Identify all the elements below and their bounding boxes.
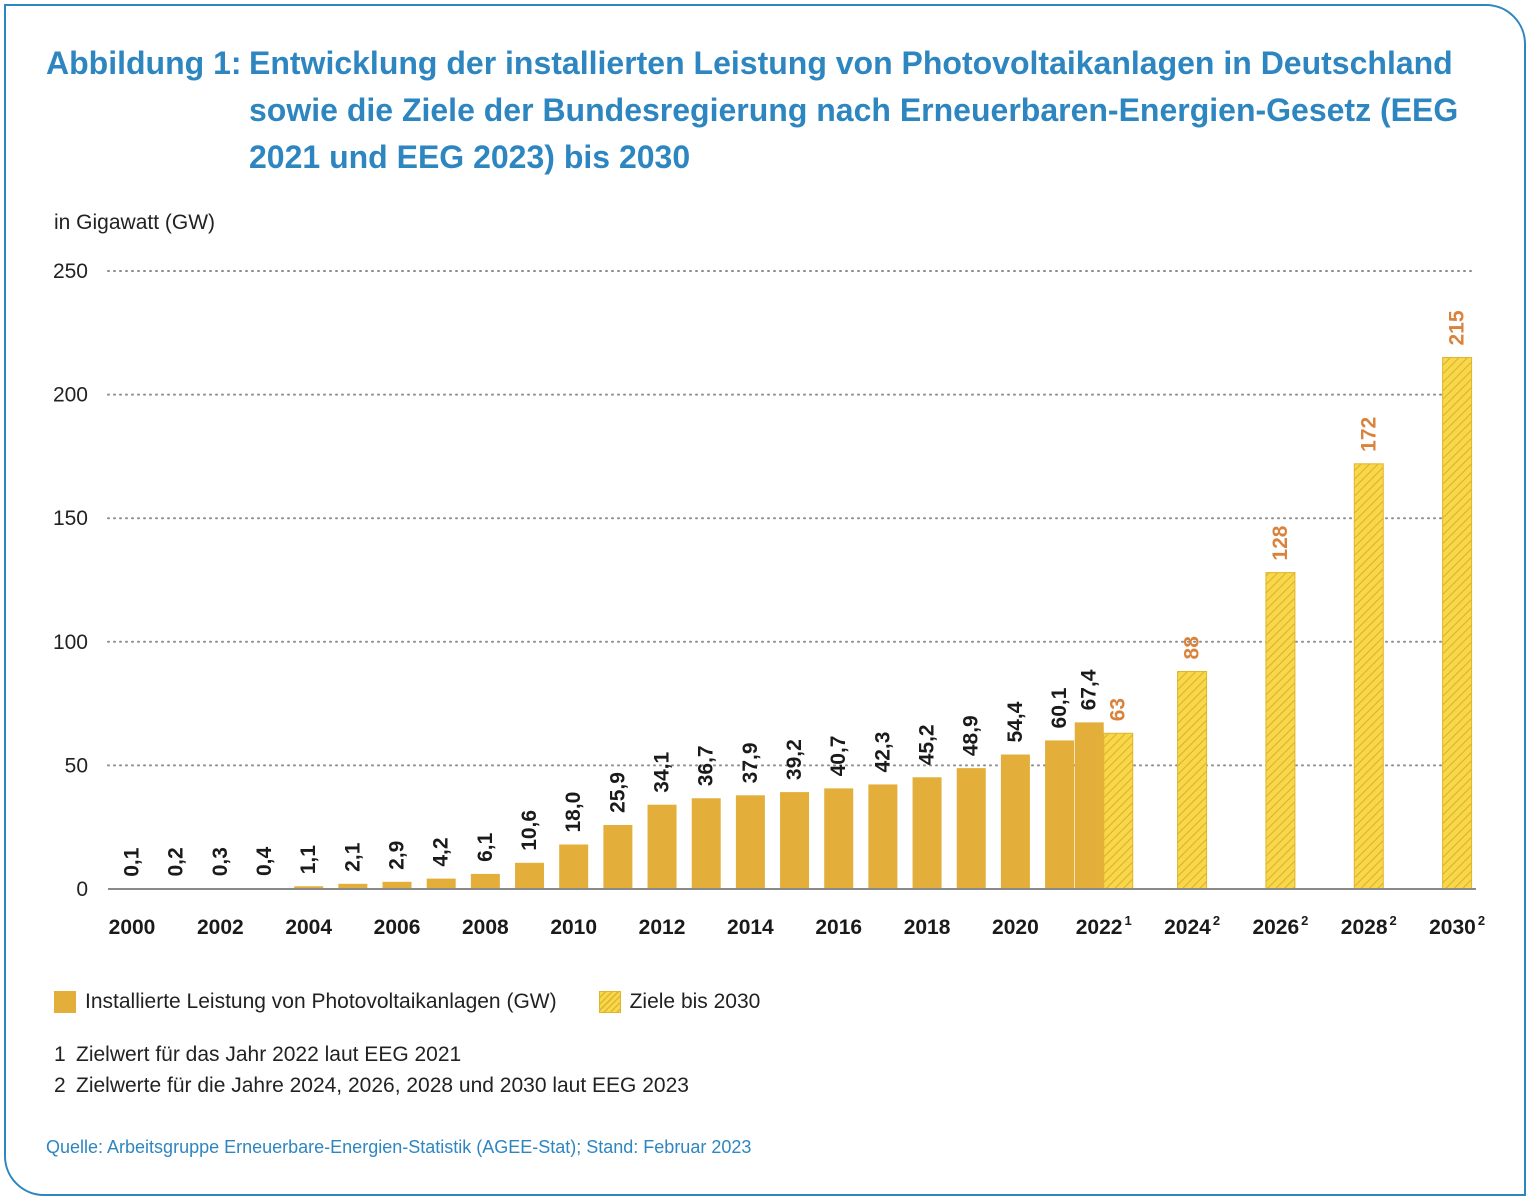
bar-installed	[647, 804, 677, 889]
bar-installed	[603, 824, 633, 889]
data-label-installed: 1,1	[297, 845, 320, 875]
footnote-1: 1 Zielwert für das Jahr 2022 laut EEG 202…	[54, 1039, 689, 1070]
data-label-installed: 67,4	[1078, 669, 1101, 710]
x-tick-label: 2004	[285, 916, 332, 939]
bar-installed	[691, 798, 721, 889]
y-tick-label: 200	[53, 384, 88, 407]
data-label-installed: 0,3	[209, 847, 232, 876]
y-tick-label: 100	[53, 631, 88, 654]
figure-frame	[4, 4, 1526, 1196]
x-tick-label: 2014	[727, 916, 774, 939]
x-tick-label: 2008	[462, 916, 509, 939]
x-tick-label: 2020	[992, 916, 1039, 939]
x-tick-label: 2016	[815, 916, 862, 939]
x-tick-label: 2022 1	[1076, 913, 1132, 939]
bar-installed	[338, 883, 368, 889]
data-label-installed: 34,1	[651, 752, 674, 793]
data-label-installed: 48,9	[960, 715, 983, 756]
x-tick-label: 2000	[109, 916, 156, 939]
data-label-installed: 0,2	[165, 847, 188, 876]
y-tick-label: 0	[76, 878, 88, 901]
data-label-installed: 18,0	[562, 792, 585, 833]
data-label-installed: 36,7	[695, 745, 718, 786]
data-label-installed: 60,1	[1048, 687, 1071, 728]
legend-item-installed: Installierte Leistung von Photovoltaikan…	[54, 990, 557, 1014]
data-label-installed: 2,1	[341, 842, 364, 872]
data-label-installed: 25,9	[606, 772, 629, 813]
bar-installed	[515, 862, 545, 889]
y-axis-unit-label: in Gigawatt (GW)	[54, 211, 216, 234]
legend-swatch-installed	[54, 991, 76, 1013]
bar-target	[1353, 463, 1384, 890]
data-label-installed: 4,2	[430, 837, 453, 866]
data-label-installed: 37,9	[739, 742, 762, 783]
bar-installed	[824, 788, 854, 889]
data-label-installed: 40,7	[827, 736, 850, 777]
y-tick-label: 250	[53, 260, 88, 283]
bar-installed	[912, 777, 942, 889]
footnotes: 1 Zielwert für das Jahr 2022 laut EEG 202…	[54, 1039, 689, 1101]
bar-target	[1265, 572, 1296, 890]
x-tick-label: 2030 2	[1429, 913, 1485, 939]
x-tick-label: 2006	[374, 916, 421, 939]
x-tick-label: 2002	[197, 916, 244, 939]
bar-installed	[559, 844, 589, 889]
data-label-target: 215	[1446, 310, 1469, 345]
bar-installed	[735, 795, 765, 889]
bar-installed	[294, 886, 324, 889]
source-note: Quelle: Arbeitsgruppe Erneuerbare-Energi…	[46, 1137, 752, 1157]
legend-swatch-targets	[598, 991, 621, 1013]
data-label-target: 88	[1181, 636, 1204, 660]
legend: Installierte Leistung von Photovoltaikan…	[54, 990, 802, 1014]
bar-target	[1177, 670, 1208, 890]
data-label-installed: 0,1	[121, 847, 144, 877]
legend-label-installed: Installierte Leistung von Photovoltaikan…	[85, 990, 557, 1013]
data-label-installed: 6,1	[474, 832, 497, 862]
footnote-text: Zielwert für das Jahr 2022 laut EEG 2021	[76, 1043, 462, 1066]
data-label-installed: 39,2	[783, 739, 806, 780]
data-label-installed: 54,4	[1004, 701, 1027, 742]
bar-installed	[382, 881, 412, 889]
data-label-installed: 0,4	[253, 846, 276, 876]
x-tick-label: 2028 2	[1341, 913, 1397, 939]
bar-installed	[868, 784, 898, 889]
y-tick-label: 50	[65, 754, 88, 777]
title-text: Entwicklung der installierten Leistung v…	[249, 45, 1459, 175]
bar-target	[1442, 357, 1473, 890]
footnote-number: 2	[54, 1074, 66, 1097]
data-label-target: 63	[1107, 698, 1130, 721]
x-tick-label: 2026 2	[1252, 913, 1308, 939]
data-label-target: 128	[1269, 525, 1292, 560]
bar-installed	[1045, 740, 1075, 889]
bar-target	[1103, 732, 1134, 890]
x-tick-label: 2010	[550, 916, 597, 939]
data-label-installed: 42,3	[871, 732, 894, 773]
x-tick-label: 2018	[904, 916, 951, 939]
footnote-2: 2 Zielwerte für die Jahre 2024, 2026, 202…	[54, 1070, 689, 1101]
bar-installed	[1074, 722, 1104, 889]
footnote-number: 1	[54, 1043, 66, 1066]
title-prefix: Abbildung 1:	[46, 45, 242, 81]
legend-label-targets: Ziele bis 2030	[629, 990, 761, 1013]
bar-installed	[1000, 754, 1030, 889]
bar-installed	[956, 768, 986, 889]
bar-installed	[470, 873, 500, 889]
bar-installed	[780, 792, 810, 889]
data-label-installed: 2,9	[386, 841, 409, 870]
x-tick-label: 2024 2	[1164, 913, 1220, 939]
legend-item-targets: Ziele bis 2030	[598, 990, 761, 1014]
footnote-text: Zielwerte für die Jahre 2024, 2026, 2028…	[76, 1074, 689, 1097]
data-label-target: 172	[1357, 417, 1380, 452]
data-label-installed: 45,2	[916, 724, 939, 765]
x-tick-label: 2012	[639, 916, 686, 939]
bar-installed	[426, 878, 456, 889]
data-label-installed: 10,6	[518, 810, 541, 851]
y-tick-label: 150	[53, 507, 88, 530]
